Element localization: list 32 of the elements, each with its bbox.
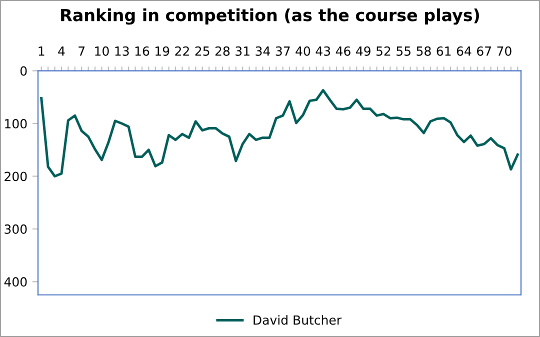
x-tick-label: 61: [436, 46, 451, 56]
chart-title: Ranking in competition (as the course plays): [61, 8, 480, 25]
x-tick-label: 55: [396, 46, 410, 56]
x-tick-label: 40: [296, 46, 310, 56]
y-tick-label: 400: [4, 277, 27, 287]
x-tick-label: 1: [38, 46, 44, 56]
x-tick-label: 64: [456, 46, 472, 56]
y-tick-label: 200: [4, 172, 27, 182]
x-tick-label: 22: [175, 46, 189, 56]
x-tick-label: 43: [316, 46, 330, 56]
x-tick-label: 7: [78, 46, 85, 56]
x-tick-label: 25: [195, 46, 210, 56]
x-tick-label: 70: [497, 46, 512, 56]
x-tick-label: 34: [256, 46, 270, 56]
line-series: [40, 89, 519, 178]
legend-label: David Butcher: [254, 315, 342, 325]
x-tick-label: 52: [376, 46, 390, 56]
x-tick-label: 58: [416, 46, 431, 56]
x-tick-label: 49: [356, 46, 370, 56]
y-tick-label: 300: [4, 224, 27, 234]
y-tick-label: 0: [20, 66, 27, 76]
x-tick-label: 31: [236, 46, 250, 56]
x-tick-label: 10: [95, 46, 109, 56]
x-tick-label: 37: [276, 46, 290, 56]
x-tick-label: 16: [135, 46, 150, 56]
x-tick-label: 67: [477, 46, 491, 56]
x-tick-label: 19: [156, 46, 170, 56]
x-tick-label: 28: [215, 46, 230, 56]
x-tick-label: 13: [115, 46, 129, 56]
x-tick-label: 4: [58, 46, 65, 56]
y-tick-label: 100: [5, 118, 27, 128]
x-tick-label: 46: [336, 46, 350, 56]
